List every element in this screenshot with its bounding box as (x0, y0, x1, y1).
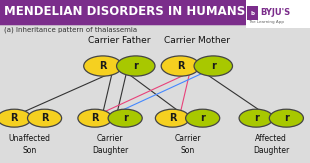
Text: R: R (99, 61, 107, 71)
Text: Carrier
Son: Carrier Son (174, 134, 201, 155)
Circle shape (84, 56, 122, 76)
Text: b: b (251, 11, 255, 15)
Text: MENDELIAN DISORDERS IN HUMANS: MENDELIAN DISORDERS IN HUMANS (4, 5, 245, 18)
Text: R: R (91, 113, 99, 123)
Circle shape (117, 56, 155, 76)
Circle shape (161, 56, 200, 76)
Text: R: R (11, 113, 18, 123)
Text: Unaffected
Son: Unaffected Son (8, 134, 51, 155)
Text: R: R (177, 61, 184, 71)
Text: Carrier
Daughter: Carrier Daughter (92, 134, 128, 155)
Text: The Learning App: The Learning App (248, 20, 284, 23)
Circle shape (78, 109, 112, 127)
Circle shape (108, 109, 142, 127)
Text: Affected
Daughter: Affected Daughter (253, 134, 289, 155)
Text: r: r (284, 113, 289, 123)
Text: r: r (200, 113, 205, 123)
Text: R: R (41, 113, 48, 123)
FancyBboxPatch shape (246, 0, 310, 28)
Text: r: r (211, 61, 216, 71)
Circle shape (155, 109, 189, 127)
Circle shape (269, 109, 303, 127)
Circle shape (194, 56, 232, 76)
Text: Carrier Father: Carrier Father (88, 36, 151, 45)
Circle shape (239, 109, 273, 127)
Text: Carrier Mother: Carrier Mother (164, 36, 230, 45)
Circle shape (186, 109, 220, 127)
Circle shape (0, 109, 31, 127)
Circle shape (28, 109, 62, 127)
Text: r: r (133, 61, 138, 71)
FancyBboxPatch shape (0, 0, 248, 25)
Text: R: R (169, 113, 176, 123)
Text: r: r (254, 113, 259, 123)
Text: r: r (123, 113, 128, 123)
Text: BYJU'S: BYJU'S (260, 8, 290, 17)
FancyBboxPatch shape (247, 6, 258, 20)
Text: (a) Inheritance pattern of thalassemia: (a) Inheritance pattern of thalassemia (4, 26, 137, 33)
